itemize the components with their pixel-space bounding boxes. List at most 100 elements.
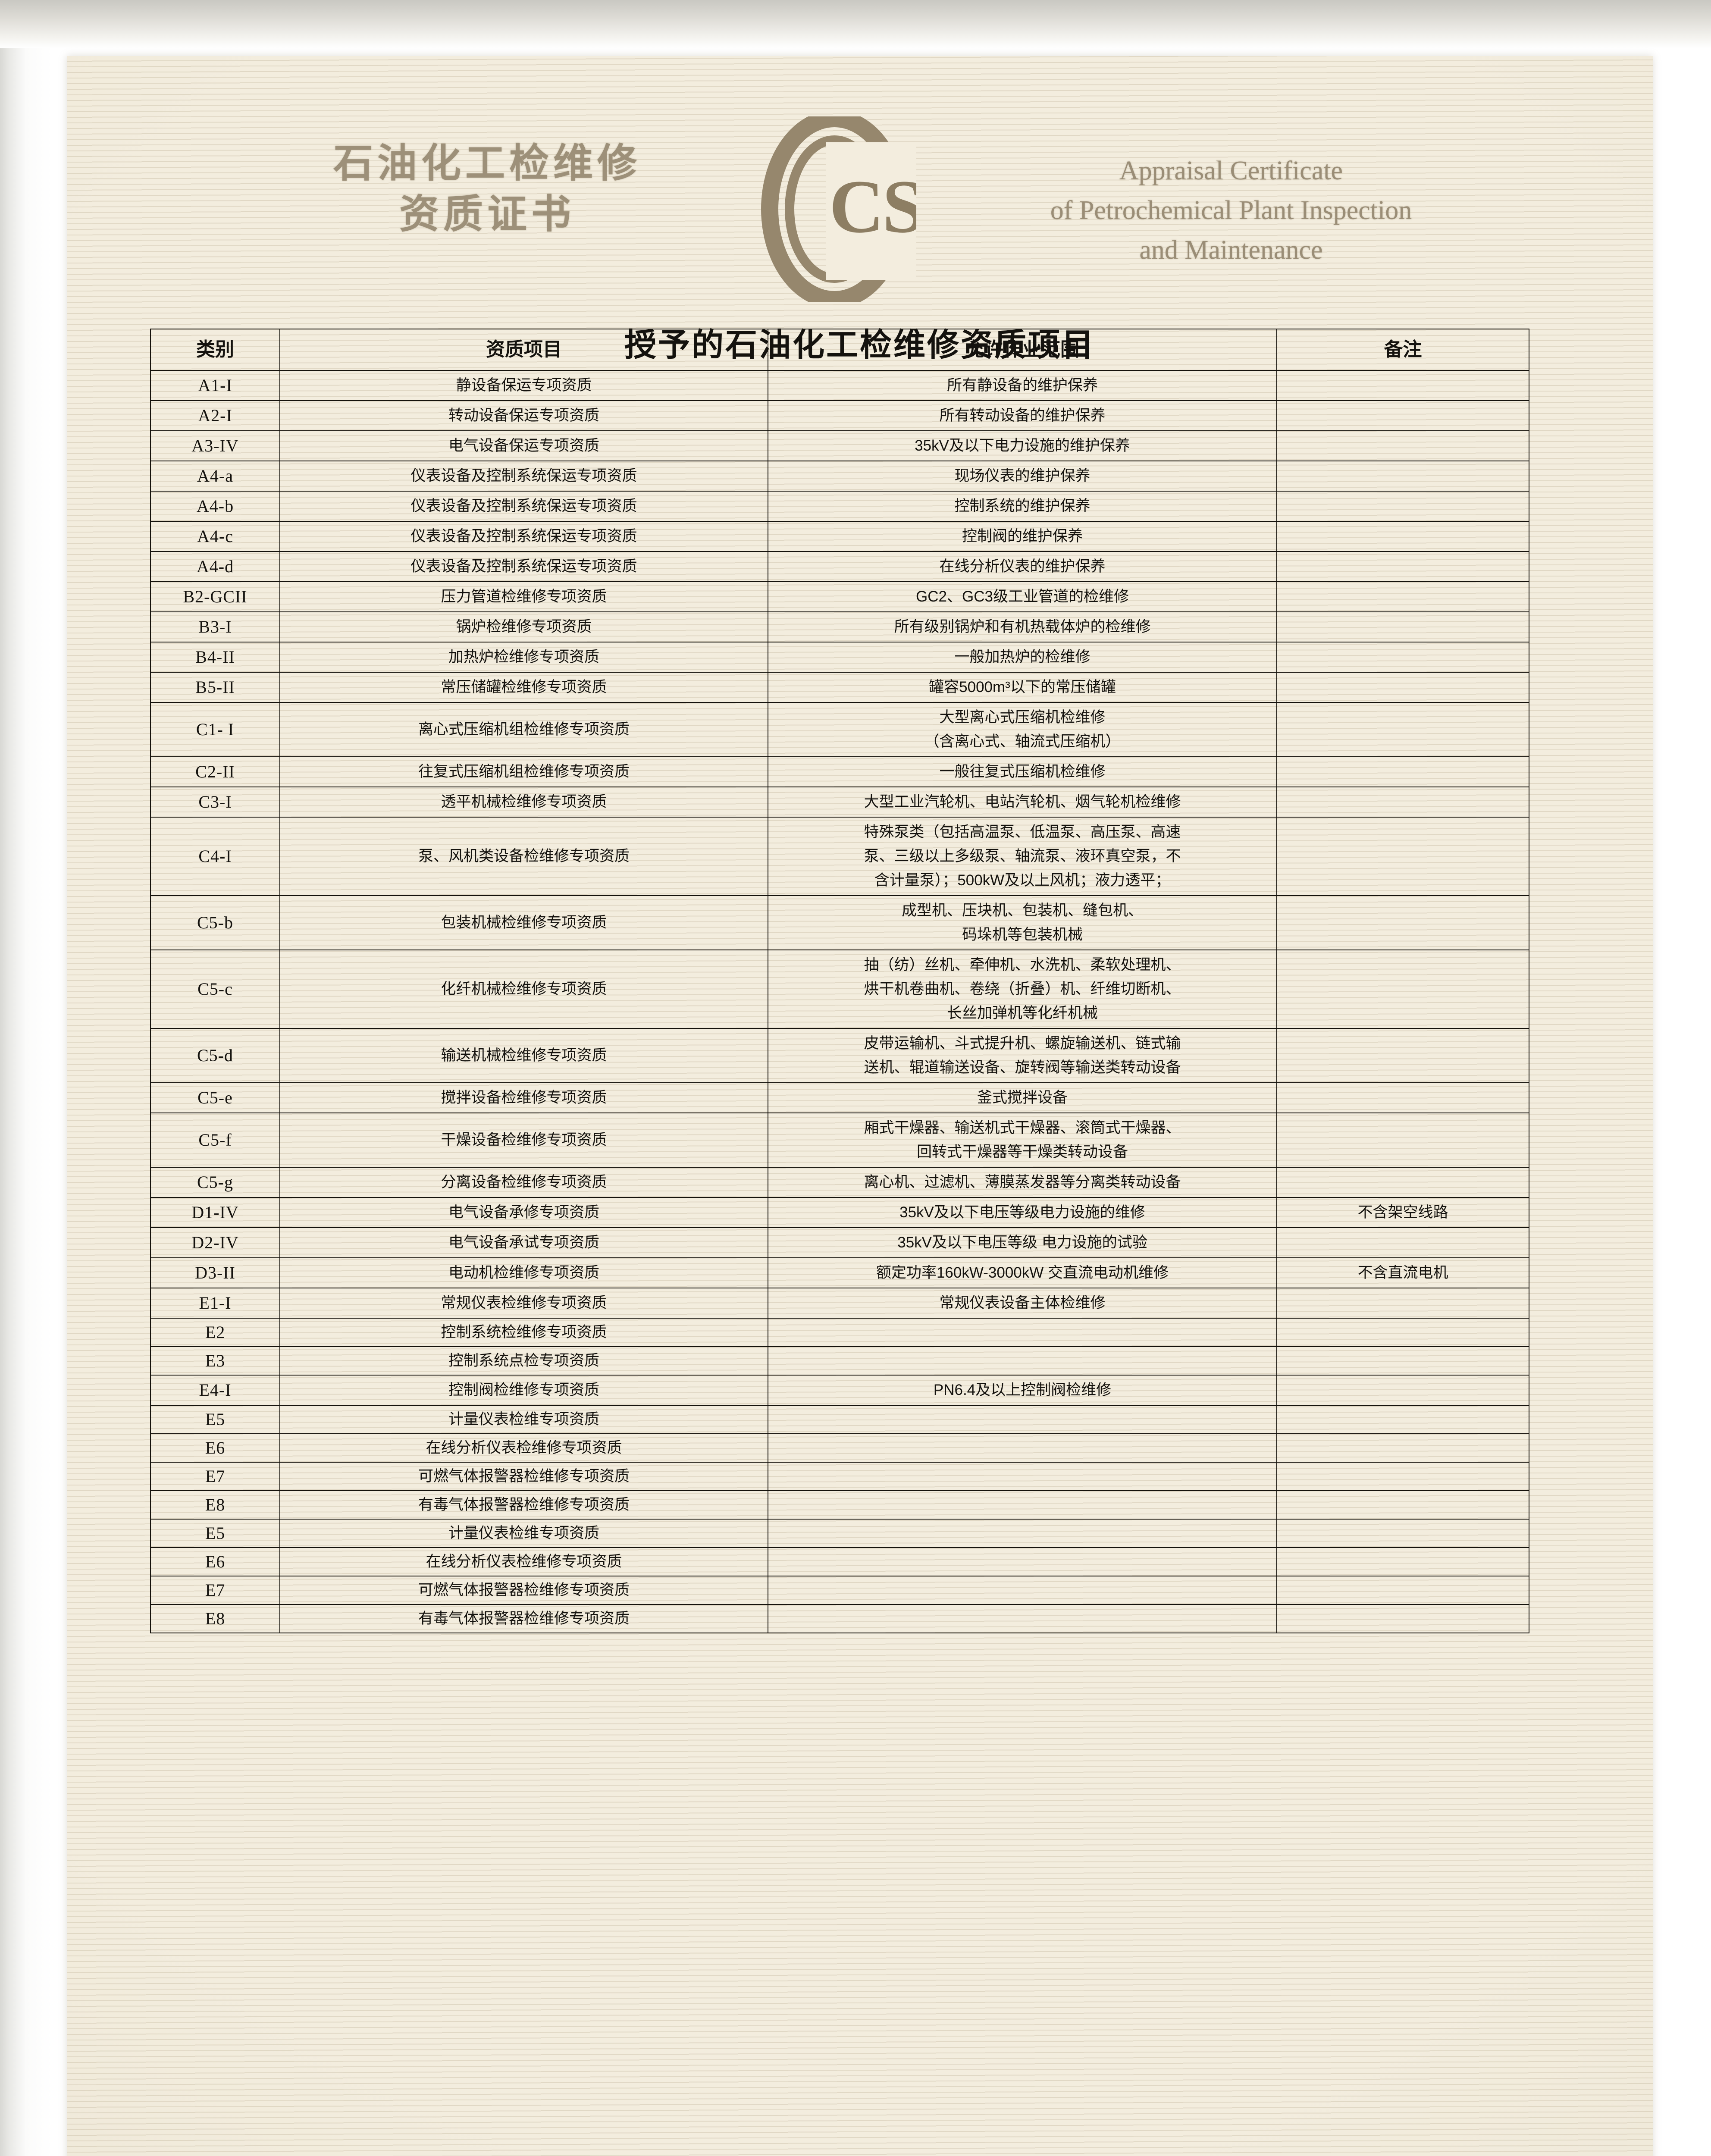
cell-category: E8 [150, 1604, 280, 1633]
cell-item: 控制阀检维修专项资质 [279, 1375, 768, 1406]
cell-remark [1276, 787, 1529, 818]
cell-category: C5-d [150, 1028, 280, 1083]
table-row: A4-b 仪表设备及控制系统保运专项资质 控制系统的维护保养 [150, 491, 1529, 522]
cell-scope: 抽（纺）丝机、牵伸机、水洗机、柔软处理机、 烘干机卷曲机、卷绕（折叠）机、纤维切断… [768, 950, 1277, 1029]
column-header-item: 资质项目 [279, 329, 768, 371]
table-row: D3-II 电动机检维修专项资质 额定功率160kW-3000kW 交直流电动机维修… [150, 1257, 1529, 1288]
cell-remark [1276, 1227, 1529, 1258]
table-row: C5-d 输送机械检维修专项资质 皮带运输机、斗式提升机、螺旋输送机、链式输 送机、辊… [150, 1028, 1529, 1083]
cell-remark [1276, 611, 1529, 642]
table-row: E6 在线分析仪表检维修专项资质 [150, 1547, 1529, 1576]
cell-remark [1276, 1519, 1529, 1548]
cell-category: C5-g [150, 1167, 280, 1198]
table-row: B5-II 常压储罐检维修专项资质 罐容5000m³以下的常压储罐 [150, 672, 1529, 703]
cell-item: 电气设备保运专项资质 [279, 430, 768, 461]
cell-remark [1276, 430, 1529, 461]
cell-item: 转动设备保运专项资质 [279, 400, 768, 431]
cell-item: 仪表设备及控制系统保运专项资质 [279, 461, 768, 492]
table-row: B3-I 锅炉检维修专项资质 所有级别锅炉和有机热载体炉的检维修 [150, 611, 1529, 642]
table-row: E6 在线分析仪表检维修专项资质 [150, 1433, 1529, 1463]
table-row: E7 可燃气体报警器检维修专项资质 [150, 1462, 1529, 1491]
csei-logo-text: CSEI [829, 165, 916, 249]
cell-remark [1276, 1346, 1529, 1376]
cell-scope: 在线分析仪表的维护保养 [768, 551, 1277, 582]
cell-remark: 不含架空线路 [1276, 1197, 1529, 1228]
cell-item: 压力管道检维修专项资质 [279, 581, 768, 612]
cell-scope: 离心机、过滤机、薄膜蒸发器等分离类转动设备 [768, 1167, 1277, 1198]
cell-scope: 控制阀的维护保养 [768, 521, 1277, 552]
cell-remark [1276, 950, 1529, 1029]
table-row: E5 计量仪表检维专项资质 [150, 1405, 1529, 1434]
cell-scope: 大型工业汽轮机、电站汽轮机、烟气轮机检维修 [768, 787, 1277, 818]
cell-item: 化纤机械检维修专项资质 [279, 950, 768, 1029]
table-row: A4-c 仪表设备及控制系统保运专项资质 控制阀的维护保养 [150, 521, 1529, 552]
cell-category: E7 [150, 1576, 280, 1605]
qualification-table: 类别 资质项目 允许作业范围 备注 A1-I 静设备保运专项资质 所有静设备的维护保… [150, 329, 1529, 1633]
cell-category: E2 [150, 1318, 280, 1347]
table-body: A1-I 静设备保运专项资质 所有静设备的维护保养 A2-I 转动设备保运专项资质 所有转… [150, 370, 1529, 1633]
cell-remark [1276, 581, 1529, 612]
masthead-en-line-3: and Maintenance [1139, 235, 1323, 265]
cell-item: 泵、风机类设备检维修专项资质 [279, 817, 768, 896]
column-header-category: 类别 [150, 329, 280, 371]
column-header-remark: 备注 [1276, 329, 1529, 371]
cell-item: 透平机械检维修专项资质 [279, 787, 768, 818]
cell-item: 仪表设备及控制系统保运专项资质 [279, 491, 768, 522]
cell-item: 在线分析仪表检维修专项资质 [279, 1433, 768, 1463]
table-row: E2 控制系统检维修专项资质 [150, 1318, 1529, 1347]
cell-remark [1276, 1318, 1529, 1347]
table-row: E1-I 常规仪表检维修专项资质 常规仪表设备主体检维修 [150, 1288, 1529, 1319]
cell-scope [768, 1405, 1277, 1434]
cell-item: 在线分析仪表检维修专项资质 [279, 1547, 768, 1576]
cell-scope: 35kV及以下电压等级电力设施的维修 [768, 1197, 1277, 1228]
table-row: D2-IV 电气设备承试专项资质 35kV及以下电压等级 电力设施的试验 [150, 1227, 1529, 1258]
cell-scope [768, 1519, 1277, 1548]
cell-remark [1276, 521, 1529, 552]
cell-remark [1276, 895, 1529, 950]
cell-scope: 35kV及以下电力设施的维护保养 [768, 430, 1277, 461]
cell-category: A4-d [150, 551, 280, 582]
cell-item: 分离设备检维修专项资质 [279, 1167, 768, 1198]
cell-category: E6 [150, 1433, 280, 1463]
cell-scope [768, 1490, 1277, 1520]
table-row: C2-II 往复式压缩机组检维修专项资质 一般往复式压缩机检维修 [150, 756, 1529, 787]
cell-scope: 大型离心式压缩机检维修 （含离心式、轴流式压缩机） [768, 702, 1277, 757]
cell-category: C5-e [150, 1082, 280, 1113]
cell-remark [1276, 1604, 1529, 1633]
cell-remark [1276, 551, 1529, 582]
cell-remark [1276, 491, 1529, 522]
cell-scope: 一般加热炉的检维修 [768, 642, 1277, 673]
cell-remark [1276, 756, 1529, 787]
cell-item: 控制系统检维修专项资质 [279, 1318, 768, 1347]
cell-category: C1- I [150, 702, 280, 757]
cell-item: 搅拌设备检维修专项资质 [279, 1082, 768, 1113]
cell-category: E6 [150, 1547, 280, 1576]
cell-item: 可燃气体报警器检维修专项资质 [279, 1462, 768, 1491]
cell-scope [768, 1462, 1277, 1491]
cell-category: A2-I [150, 400, 280, 431]
cell-scope: GC2、GC3级工业管道的检维修 [768, 581, 1277, 612]
table-row: C5-e 搅拌设备检维修专项资质 釜式搅拌设备 [150, 1082, 1529, 1113]
cell-category: B5-II [150, 672, 280, 703]
table-row: A4-d 仪表设备及控制系统保运专项资质 在线分析仪表的维护保养 [150, 551, 1529, 582]
cell-scope: 额定功率160kW-3000kW 交直流电动机维修 [768, 1257, 1277, 1288]
table-row: A1-I 静设备保运专项资质 所有静设备的维护保养 [150, 370, 1529, 401]
masthead-english-title: Appraisal Certificate of Petrochemical P… [951, 151, 1511, 270]
cell-remark [1276, 642, 1529, 673]
table-row: E8 有毒气体报警器检维修专项资质 [150, 1490, 1529, 1520]
cell-remark [1276, 1433, 1529, 1463]
cell-remark [1276, 817, 1529, 896]
cell-item: 电气设备承修专项资质 [279, 1197, 768, 1228]
cell-remark [1276, 1547, 1529, 1576]
cell-category: C5-f [150, 1112, 280, 1168]
cell-remark [1276, 1405, 1529, 1434]
table-row: C5-c 化纤机械检维修专项资质 抽（纺）丝机、牵伸机、水洗机、柔软处理机、 烘干机卷… [150, 950, 1529, 1029]
cell-remark [1276, 461, 1529, 492]
table-row: B2-GCII 压力管道检维修专项资质 GC2、GC3级工业管道的检维修 [150, 581, 1529, 612]
cell-scope: 所有级别锅炉和有机热载体炉的检维修 [768, 611, 1277, 642]
table-row: C4-I 泵、风机类设备检维修专项资质 特殊泵类（包括高温泵、低温泵、高压泵、高速泵… [150, 817, 1529, 896]
cell-remark: 不含直流电机 [1276, 1257, 1529, 1288]
cell-scope [768, 1547, 1277, 1576]
cell-scope: 控制系统的维护保养 [768, 491, 1277, 522]
masthead-cn-line-2: 资质证书 [399, 192, 575, 236]
